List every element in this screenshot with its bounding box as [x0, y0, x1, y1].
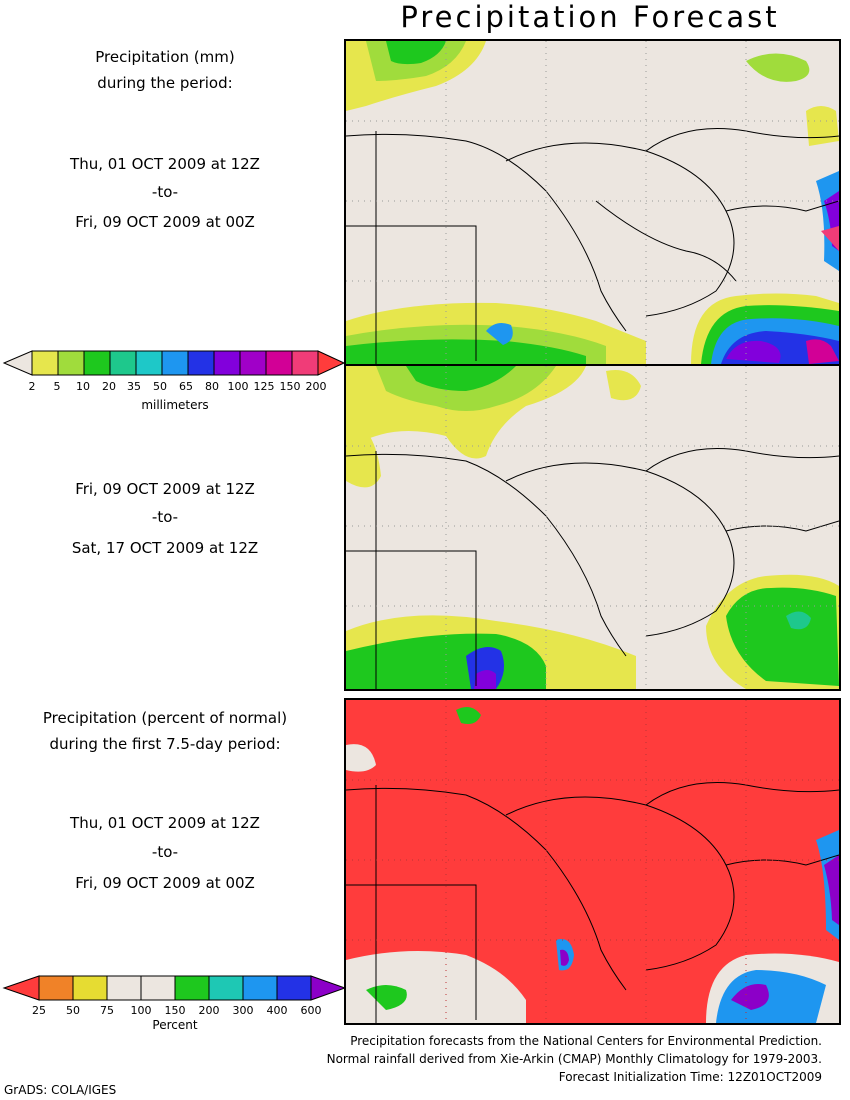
map-week1-svg	[346, 41, 839, 364]
panel3-heading-line2: during the first 7.5-day period:	[49, 735, 281, 753]
mm-colorbar	[2, 350, 345, 376]
mm-unit-label: millimeters	[141, 398, 209, 412]
panel2-end-date: Sat, 17 OCT 2009 at 12Z	[71, 539, 259, 557]
percent-tick: 200	[198, 1004, 220, 1017]
percent-tick: 600	[300, 1004, 322, 1017]
percent-tick: 300	[232, 1004, 254, 1017]
mm-colorbar-ticks: 2 5 10 20 35 50 65 80 100 125 150 200	[0, 380, 345, 394]
mm-colorbar-bin	[265, 350, 293, 376]
mm-colorbar-bin	[109, 350, 137, 376]
panel3-end-date: Fri, 09 OCT 2009 at 00Z	[75, 874, 255, 892]
percent-colorbar-bin	[140, 975, 176, 1001]
footer-init-time: Forecast Initialization Time: 12Z01OCT20…	[558, 1070, 822, 1084]
panel1-separator: -to-	[151, 183, 179, 201]
percent-tick: 400	[266, 1004, 288, 1017]
panel1-heading-line2: during the period:	[97, 74, 233, 92]
mm-tick: 125	[253, 380, 275, 393]
panel2-separator: -to-	[151, 508, 179, 526]
mm-colorbar-bin	[187, 350, 215, 376]
mm-colorbar-bin	[57, 350, 85, 376]
mm-tick: 80	[205, 380, 219, 393]
percent-colorbar-low-arrow	[2, 975, 40, 1001]
panel1-end-date: Fri, 09 OCT 2009 at 00Z	[75, 213, 255, 231]
mm-tick: 200	[305, 380, 327, 393]
percent-tick: 25	[32, 1004, 46, 1017]
percent-tick: 100	[130, 1004, 152, 1017]
mm-tick: 100	[227, 380, 249, 393]
panel3-start-date: Thu, 01 OCT 2009 at 12Z	[70, 814, 260, 832]
page-title: Precipitation Forecast	[400, 0, 780, 34]
panel1-start-date: Thu, 01 OCT 2009 at 12Z	[70, 155, 260, 173]
mm-tick: 35	[127, 380, 141, 393]
mm-tick: 2	[28, 380, 36, 393]
percent-colorbar-bin	[174, 975, 210, 1001]
mm-tick: 10	[76, 380, 90, 393]
map-percent-svg	[346, 700, 839, 1023]
mm-colorbar-bin	[135, 350, 163, 376]
percent-tick: 150	[164, 1004, 186, 1017]
footer-source-line: Precipitation forecasts from the Nationa…	[350, 1034, 822, 1048]
map-panel-week2-mm	[344, 364, 841, 691]
percent-colorbar-bin	[242, 975, 278, 1001]
mm-colorbar-bin	[213, 350, 241, 376]
percent-tick: 75	[100, 1004, 114, 1017]
mm-colorbar-high-arrow	[317, 350, 345, 376]
grads-credit: GrADS: COLA/IGES	[4, 1083, 117, 1097]
percent-colorbar	[2, 975, 345, 1001]
mm-tick: 50	[153, 380, 167, 393]
panel3-separator: -to-	[151, 843, 179, 861]
panel2-start-date: Fri, 09 OCT 2009 at 12Z	[75, 480, 255, 498]
mm-colorbar-low-arrow	[2, 350, 33, 376]
percent-colorbar-bin	[106, 975, 142, 1001]
mm-tick: 5	[53, 380, 61, 393]
mm-colorbar-bin	[31, 350, 59, 376]
percent-colorbar-high-arrow	[310, 975, 345, 1001]
mm-tick: 65	[179, 380, 193, 393]
panel3-heading-line1: Precipitation (percent of normal)	[42, 709, 288, 727]
percent-colorbar-ticks: 25 50 75 100 150 200 300 400 600	[0, 1004, 345, 1018]
mm-colorbar-bin	[161, 350, 189, 376]
percent-colorbar-bin	[276, 975, 312, 1001]
mm-colorbar-bin	[291, 350, 319, 376]
mm-tick: 20	[102, 380, 116, 393]
panel1-heading-line1: Precipitation (mm)	[95, 48, 235, 66]
mm-tick: 150	[279, 380, 301, 393]
percent-tick: 50	[66, 1004, 80, 1017]
map-panel-week1-mm	[344, 39, 841, 366]
percent-unit-label: Percent	[152, 1018, 198, 1032]
percent-colorbar-bin	[72, 975, 108, 1001]
map-week2-svg	[346, 366, 839, 689]
mm-colorbar-bin	[83, 350, 111, 376]
percent-colorbar-bin	[208, 975, 244, 1001]
map-panel-percent-normal	[344, 698, 841, 1025]
footer-normal-line: Normal rainfall derived from Xie-Arkin (…	[326, 1052, 822, 1066]
mm-colorbar-bin	[239, 350, 267, 376]
percent-colorbar-bin	[38, 975, 74, 1001]
